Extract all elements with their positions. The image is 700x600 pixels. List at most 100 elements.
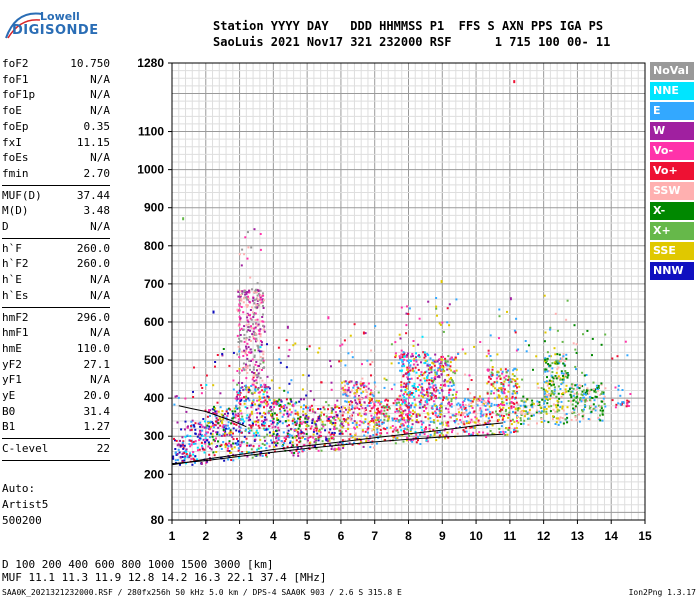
echo-outlier [286, 325, 289, 329]
y-tick-label: 1100 [138, 125, 164, 139]
echo-pixel [497, 418, 500, 421]
echo-pixel [343, 418, 346, 420]
echo-pixel [242, 362, 245, 365]
echo-pixel [505, 408, 507, 411]
legend-item: NNE [650, 82, 694, 100]
param-row: M(D) 3.48 [2, 204, 110, 220]
echo-pixel [240, 418, 243, 421]
echo-pixel [436, 375, 439, 378]
echo-pixel [245, 417, 248, 420]
echo-pixel [211, 424, 214, 427]
echo-pixel [244, 399, 247, 402]
echo-pixel [407, 371, 410, 374]
echo-cluster [516, 340, 546, 426]
echo-pixel [228, 427, 230, 430]
echo-pixel [311, 410, 314, 413]
echo-pixel [386, 399, 389, 402]
echo-pixel [298, 437, 300, 440]
echo-pixel [215, 419, 218, 422]
echo-pixel [486, 368, 489, 371]
echo-pixel [592, 407, 595, 410]
echo-pixel [302, 431, 304, 434]
echo-pixel [348, 442, 351, 445]
echo-cluster [428, 297, 458, 442]
echo-pixel [478, 409, 481, 412]
echo-pixel [284, 420, 287, 423]
echo-pixel [377, 401, 380, 404]
echo-pixel [420, 399, 423, 402]
param-value: N/A [90, 288, 110, 302]
echo-pixel [574, 348, 577, 351]
echo-pixel [292, 405, 295, 408]
echo-pixel [408, 435, 410, 437]
echo-pixel [478, 423, 481, 425]
echo-pixel [312, 436, 315, 439]
echo-pixel [371, 440, 374, 443]
echo-pixel [487, 380, 490, 383]
echo-pixel [266, 400, 269, 403]
echo-pixel [276, 422, 279, 425]
echo-pixel [383, 406, 386, 409]
echo-pixel [431, 382, 434, 385]
echo-pixel [461, 421, 464, 423]
echo-pixel [498, 427, 501, 430]
echo-pixel [345, 408, 347, 411]
echo-pixel [271, 441, 274, 444]
echo-pixel [555, 359, 558, 362]
echo-pixel [186, 454, 189, 457]
echo-pixel [436, 369, 439, 372]
param-value: 0.35 [83, 119, 111, 133]
echo-pixel [311, 418, 314, 421]
echo-pixel [318, 434, 321, 437]
echo-pixel [412, 392, 415, 394]
echo-pixel [426, 403, 429, 406]
echo-pixel [366, 428, 369, 431]
echo-pixel [236, 395, 238, 398]
echo-pixel [342, 391, 345, 394]
echo-pixel [255, 408, 258, 411]
echo-pixel [330, 448, 333, 450]
echo-pixel [408, 394, 411, 397]
echo-pixel [496, 353, 499, 356]
echo-pixel [278, 404, 281, 407]
echo-pixel [421, 406, 424, 409]
echo-pixel [357, 387, 360, 390]
echo-pixel [422, 421, 425, 424]
echo-pixel [350, 419, 353, 422]
echo-pixel [238, 425, 241, 428]
echo-pixel [507, 416, 510, 419]
echo-pixel [524, 400, 527, 403]
echo-pixel [444, 378, 447, 381]
echo-pixel [247, 231, 249, 234]
echo-pixel [429, 392, 432, 394]
echo-pixel [587, 392, 590, 395]
echo-pixel [446, 307, 449, 310]
echo-pixel [222, 348, 225, 350]
echo-pixel [306, 406, 309, 409]
echo-pixel [416, 436, 419, 439]
echo-pixel [447, 355, 450, 358]
echo-pixel [448, 378, 451, 381]
echo-pixel [244, 429, 247, 432]
echo-pixel [509, 419, 512, 422]
echo-pixel [423, 433, 426, 436]
echo-pixel [253, 373, 256, 376]
echo-pixel [564, 370, 567, 372]
echo-pixel [241, 386, 244, 389]
echo-pixel [354, 395, 357, 398]
echo-pixel [426, 394, 429, 397]
echo-pixel [279, 420, 282, 423]
echo-pixel [406, 416, 409, 419]
echo-pixel [551, 381, 554, 384]
echo-pixel [236, 289, 239, 292]
echo-pixel [465, 409, 468, 412]
echo-pixel [545, 410, 548, 413]
echo-pixel [383, 409, 386, 412]
echo-pixel [288, 433, 291, 436]
echo-pixel [200, 384, 203, 387]
legend-item: E [650, 102, 694, 120]
echo-pixel [256, 448, 259, 451]
echo-pixel [246, 444, 248, 447]
echo-pixel [283, 436, 286, 439]
echo-pixel [221, 353, 224, 355]
